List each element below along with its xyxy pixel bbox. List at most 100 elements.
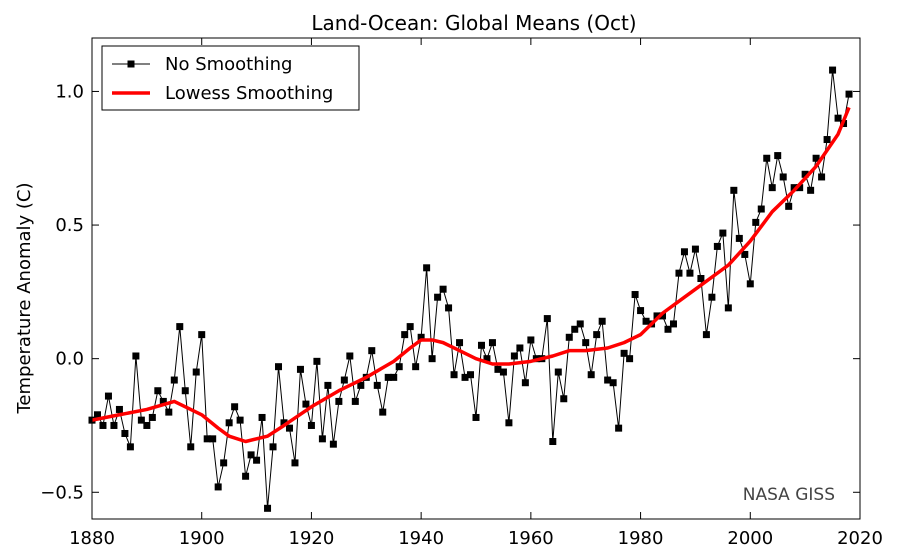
data-point: [560, 395, 568, 403]
data-point: [313, 357, 321, 365]
data-point: [746, 280, 754, 288]
data-point: [675, 269, 683, 277]
data-point: [264, 504, 272, 512]
data-point: [379, 408, 387, 416]
data-point: [818, 173, 826, 181]
data-point: [669, 320, 677, 328]
data-point: [93, 411, 101, 419]
data-point: [351, 397, 359, 405]
data-point: [148, 413, 156, 421]
data-point: [253, 456, 261, 464]
legend-lowess-label: Lowess Smoothing: [165, 83, 333, 104]
data-point: [368, 347, 376, 355]
data-point: [719, 229, 727, 237]
x-tick-label: 1980: [618, 528, 664, 549]
y-tick-label: 0.5: [55, 215, 84, 236]
legend: No Smoothing Lowess Smoothing: [101, 45, 360, 111]
data-point: [280, 419, 288, 427]
plot-frame: [91, 37, 861, 520]
chart-title: Land-Ocean: Global Means (Oct): [311, 11, 636, 35]
data-point: [143, 421, 151, 429]
data-point: [390, 373, 398, 381]
data-point: [752, 218, 760, 226]
data-point: [593, 331, 601, 339]
data-point: [680, 248, 688, 256]
data-point: [269, 443, 277, 451]
data-point: [763, 154, 771, 162]
y-tick-label: −0.5: [40, 482, 84, 503]
data-point: [488, 339, 496, 347]
data-point: [642, 317, 650, 325]
data-point: [587, 371, 595, 379]
data-point: [236, 416, 244, 424]
data-point: [582, 339, 590, 347]
data-point: [565, 333, 573, 341]
data-point: [801, 170, 809, 178]
data-point: [302, 400, 310, 408]
legend-box: [101, 45, 360, 111]
data-point: [340, 376, 348, 384]
data-point: [258, 413, 266, 421]
data-point: [549, 438, 557, 446]
x-tick-label: 2000: [727, 528, 773, 549]
data-point: [823, 136, 831, 144]
data-point: [406, 323, 414, 331]
data-point: [203, 435, 211, 443]
data-point: [99, 421, 107, 429]
data-point: [499, 368, 507, 376]
data-point: [225, 419, 233, 427]
data-point: [434, 293, 442, 301]
data-point: [637, 307, 645, 315]
data-point: [796, 184, 804, 192]
data-point: [741, 250, 749, 258]
data-point: [384, 373, 392, 381]
data-point: [165, 408, 173, 416]
data-point: [521, 379, 529, 387]
data-point: [571, 325, 579, 333]
data-point: [176, 323, 184, 331]
data-point: [324, 381, 332, 389]
data-point: [121, 429, 129, 437]
data-point: [609, 379, 617, 387]
data-point: [242, 472, 250, 480]
data-point: [170, 376, 178, 384]
data-point: [713, 242, 721, 250]
data-point: [110, 421, 118, 429]
data-point: [735, 234, 743, 242]
data-point: [275, 363, 283, 371]
data-point: [373, 381, 381, 389]
data-point: [417, 333, 425, 341]
data-point: [604, 376, 612, 384]
data-point: [247, 451, 255, 459]
data-point: [779, 173, 787, 181]
data-point: [296, 365, 304, 373]
y-tick-label: 1.0: [55, 81, 84, 102]
data-point: [467, 371, 475, 379]
data-point: [790, 184, 798, 192]
data-point: [159, 397, 167, 405]
data-point: [192, 368, 200, 376]
data-point: [477, 341, 485, 349]
data-point: [401, 331, 409, 339]
data-point: [357, 381, 365, 389]
data-point: [774, 152, 782, 160]
x-tick-label: 2020: [837, 528, 883, 549]
data-point: [220, 459, 228, 467]
data-point: [483, 355, 491, 363]
x-tick-label: 1940: [398, 528, 444, 549]
data-point: [598, 317, 606, 325]
data-point: [708, 293, 716, 301]
data-point: [291, 459, 299, 467]
data-point: [104, 392, 112, 400]
data-point: [307, 421, 315, 429]
source-annotation: NASA GISS: [743, 485, 835, 505]
lowess-smoothing-line: [91, 106, 851, 444]
data-point: [576, 320, 584, 328]
data-point: [686, 269, 694, 277]
data-point: [543, 315, 551, 323]
x-tick-label: 1920: [289, 528, 335, 549]
data-point: [730, 186, 738, 194]
data-point: [231, 403, 239, 411]
data-point: [845, 90, 853, 98]
